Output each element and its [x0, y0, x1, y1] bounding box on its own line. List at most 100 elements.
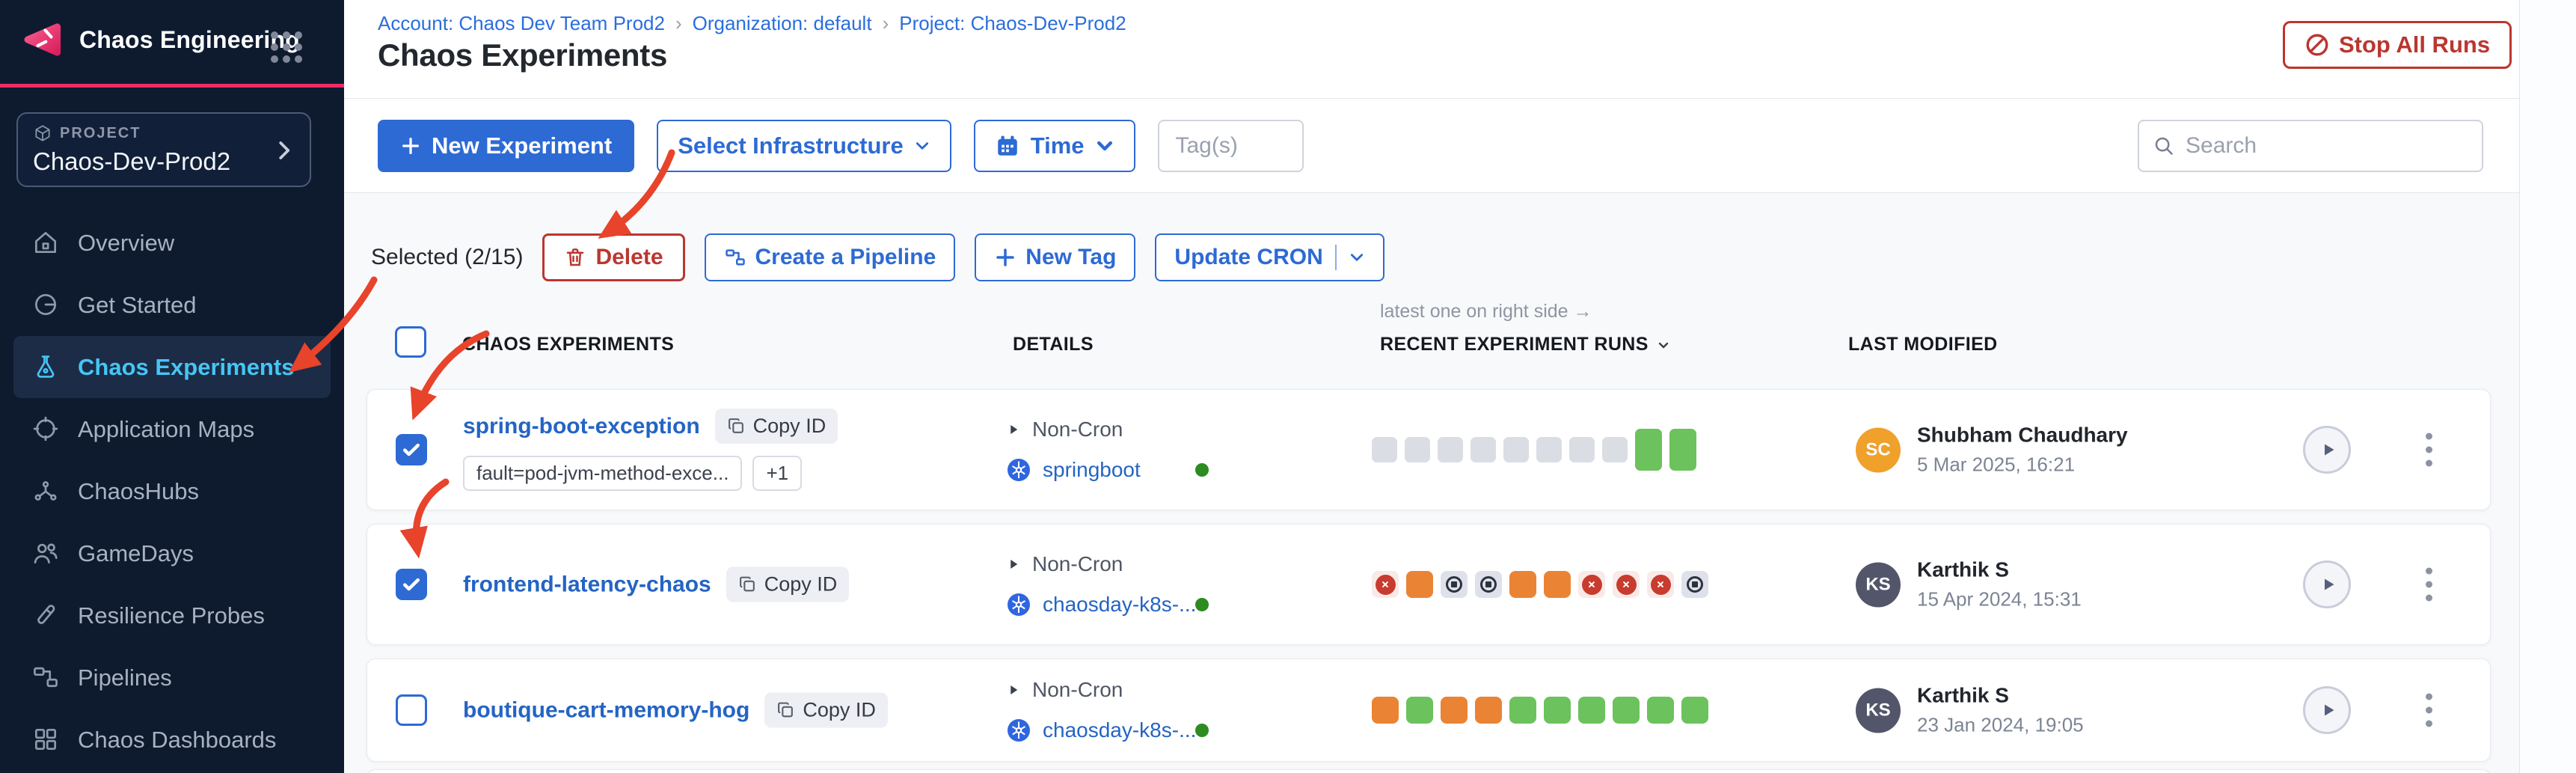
- column-header-modified: LAST MODIFIED: [1848, 334, 1998, 355]
- run-indicator-running[interactable]: [1544, 571, 1571, 598]
- run-indicator-running[interactable]: [1509, 571, 1536, 598]
- copy-id-chip[interactable]: Copy ID: [714, 409, 838, 444]
- run-indicator-running[interactable]: [1441, 697, 1468, 724]
- breadcrumb-project-link[interactable]: Project: Chaos-Dev-Prod2: [899, 12, 1126, 34]
- experiment-name-link[interactable]: spring-boot-exception: [463, 413, 700, 439]
- sidebar-item-overview[interactable]: Overview: [0, 212, 344, 274]
- delete-label: Delete: [595, 245, 663, 269]
- trash-icon: [567, 248, 584, 266]
- experiment-checkbox[interactable]: [396, 434, 427, 465]
- run-indicator-stopped[interactable]: [1441, 571, 1468, 598]
- infra-status-dot: [1195, 598, 1209, 611]
- run-indicator-na[interactable]: [1503, 437, 1529, 462]
- column-header-runs[interactable]: RECENT EXPERIMENT RUNS: [1380, 334, 1671, 355]
- infrastructure-link[interactable]: springboot: [1043, 458, 1141, 481]
- experiment-name-link[interactable]: frontend-latency-chaos: [463, 572, 711, 596]
- run-indicator-completed[interactable]: [1544, 697, 1571, 724]
- new-experiment-button[interactable]: New Experiment: [378, 119, 635, 172]
- module-grid-icon[interactable]: [271, 31, 302, 63]
- sidebar-item-chaoshubs[interactable]: ChaosHubs: [0, 460, 344, 522]
- no-entry-icon: [2306, 34, 2328, 56]
- pipeline-icon: [31, 663, 61, 693]
- sidebar-item-chaos-experiments[interactable]: Chaos Experiments: [13, 336, 331, 398]
- search-box[interactable]: [2138, 120, 2483, 172]
- run-indicator-na[interactable]: [1471, 437, 1496, 462]
- run-indicator-passed[interactable]: [1669, 429, 1696, 471]
- chevron-down-icon: [1350, 254, 1363, 261]
- project-selector[interactable]: PROJECT Chaos-Dev-Prod2: [16, 112, 311, 187]
- main-area: Account: Chaos Dev Team Prod2 › Organiza…: [344, 0, 2576, 773]
- run-indicator-na[interactable]: [1405, 437, 1430, 462]
- run-indicator-failed[interactable]: [1647, 571, 1674, 598]
- sidebar-item-resilience-probes[interactable]: Resilience Probes: [0, 584, 344, 647]
- run-experiment-button[interactable]: [2303, 426, 2351, 474]
- experiment-name-link[interactable]: boutique-cart-memory-hog: [463, 697, 750, 722]
- row-menu-button[interactable]: [2418, 686, 2440, 735]
- update-cron-button[interactable]: Update CRON: [1155, 233, 1384, 281]
- experiment-checkbox[interactable]: [396, 569, 427, 600]
- run-indicator-completed[interactable]: [1613, 697, 1640, 724]
- tags-filter-input[interactable]: [1157, 119, 1304, 172]
- breadcrumb-org-link[interactable]: Organization: default: [692, 12, 872, 34]
- run-indicator-na[interactable]: [1602, 437, 1628, 462]
- row-menu-button[interactable]: [2418, 426, 2440, 474]
- experiment-details-cell: Non-Cron chaosday-k8s-...: [1007, 552, 1231, 617]
- select-all-checkbox[interactable]: [395, 326, 426, 358]
- recent-runs-strip: [1372, 697, 1708, 724]
- target-icon: [31, 415, 61, 444]
- stop-all-runs-button[interactable]: Stop All Runs: [2283, 21, 2512, 69]
- breadcrumb-account-link[interactable]: Account: Chaos Dev Team Prod2: [378, 12, 665, 34]
- run-indicator-stopped[interactable]: [1475, 571, 1502, 598]
- schedule-line[interactable]: Non-Cron: [1007, 418, 1231, 442]
- run-indicator-na[interactable]: [1372, 437, 1397, 462]
- run-indicator-failed[interactable]: [1578, 571, 1605, 598]
- run-indicator-stopped[interactable]: [1681, 571, 1708, 598]
- copy-id-chip[interactable]: Copy ID: [764, 692, 888, 728]
- select-infrastructure-dropdown[interactable]: Select Infrastructure: [657, 119, 951, 172]
- avatar: KS: [1856, 562, 1901, 607]
- schedule-line[interactable]: Non-Cron: [1007, 678, 1231, 702]
- run-indicator-na[interactable]: [1438, 437, 1463, 462]
- copy-id-label: Copy ID: [803, 698, 876, 721]
- sidebar-item-pipelines[interactable]: Pipelines: [0, 647, 344, 709]
- run-indicator-running[interactable]: [1372, 697, 1399, 724]
- run-indicator-completed[interactable]: [1509, 697, 1536, 724]
- schedule-type: Non-Cron: [1032, 678, 1123, 701]
- run-indicator-failed[interactable]: [1372, 571, 1399, 598]
- delete-button[interactable]: Delete: [542, 233, 685, 281]
- sidebar-item-label: Application Maps: [78, 415, 255, 442]
- copy-id-chip[interactable]: Copy ID: [726, 566, 850, 602]
- run-experiment-button[interactable]: [2303, 686, 2351, 734]
- run-indicator-completed[interactable]: [1578, 697, 1605, 724]
- dashboard-icon: [31, 725, 61, 755]
- kubernetes-icon: [1007, 593, 1031, 617]
- tag-chip[interactable]: fault=pod-jvm-method-exce...: [463, 456, 743, 491]
- run-indicator-completed[interactable]: [1406, 697, 1433, 724]
- run-indicator-completed[interactable]: [1681, 697, 1708, 724]
- run-indicator-running[interactable]: [1475, 697, 1502, 724]
- sidebar-item-application-maps[interactable]: Application Maps: [0, 398, 344, 460]
- schedule-line[interactable]: Non-Cron: [1007, 552, 1231, 576]
- experiment-checkbox[interactable]: [396, 694, 427, 726]
- run-indicator-running[interactable]: [1406, 571, 1433, 598]
- sidebar-item-chaos-dashboards[interactable]: Chaos Dashboards: [0, 709, 344, 771]
- run-experiment-button[interactable]: [2303, 560, 2351, 608]
- infrastructure-link[interactable]: chaosday-k8s-...: [1043, 718, 1197, 742]
- run-indicator-passed[interactable]: [1635, 429, 1662, 471]
- create-pipeline-button[interactable]: Create a Pipeline: [704, 233, 956, 281]
- run-indicator-failed[interactable]: [1613, 571, 1640, 598]
- create-pipeline-label: Create a Pipeline: [755, 245, 936, 269]
- run-indicator-na[interactable]: [1536, 437, 1562, 462]
- row-menu-button[interactable]: [2418, 560, 2440, 609]
- sidebar-item-gamedays[interactable]: GameDays: [0, 522, 344, 584]
- search-input[interactable]: [2186, 133, 2468, 159]
- scrollbar-gutter[interactable]: [2519, 0, 2576, 773]
- run-indicator-na[interactable]: [1569, 437, 1595, 462]
- new-tag-button[interactable]: New Tag: [975, 233, 1136, 281]
- table-row: spring-boot-exception Copy ID fault=pod-jv…: [367, 389, 2491, 510]
- run-indicator-completed[interactable]: [1647, 697, 1674, 724]
- more-tags-chip[interactable]: +1: [752, 456, 803, 491]
- infrastructure-link[interactable]: chaosday-k8s-...: [1043, 593, 1197, 616]
- time-filter-dropdown[interactable]: Time: [973, 119, 1135, 172]
- sidebar-item-get-started[interactable]: Get Started: [0, 274, 344, 336]
